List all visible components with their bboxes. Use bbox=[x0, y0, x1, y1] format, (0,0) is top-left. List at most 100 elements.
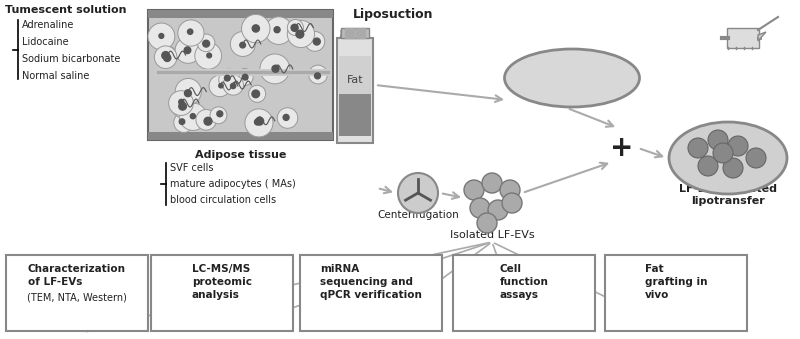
Bar bbox=[361, 28, 365, 38]
Circle shape bbox=[162, 52, 170, 59]
Circle shape bbox=[314, 73, 321, 79]
Circle shape bbox=[287, 20, 314, 47]
Circle shape bbox=[242, 14, 270, 43]
Circle shape bbox=[698, 156, 718, 176]
FancyBboxPatch shape bbox=[148, 10, 333, 140]
Circle shape bbox=[158, 46, 177, 64]
Circle shape bbox=[148, 23, 175, 50]
Circle shape bbox=[172, 95, 195, 118]
Circle shape bbox=[708, 130, 728, 150]
Circle shape bbox=[230, 32, 255, 57]
Circle shape bbox=[223, 75, 243, 95]
Circle shape bbox=[256, 117, 263, 125]
FancyBboxPatch shape bbox=[6, 255, 148, 331]
Text: Fat
grafting in
vivo: Fat grafting in vivo bbox=[645, 264, 707, 300]
Circle shape bbox=[218, 84, 223, 88]
FancyBboxPatch shape bbox=[341, 28, 369, 38]
Circle shape bbox=[314, 38, 320, 45]
FancyBboxPatch shape bbox=[727, 28, 759, 48]
Circle shape bbox=[500, 180, 520, 200]
Text: (TEM, NTA, Western): (TEM, NTA, Western) bbox=[27, 292, 127, 302]
FancyBboxPatch shape bbox=[339, 94, 371, 136]
Circle shape bbox=[196, 109, 217, 130]
Circle shape bbox=[185, 90, 191, 97]
Circle shape bbox=[198, 34, 215, 52]
Circle shape bbox=[283, 115, 289, 120]
Circle shape bbox=[178, 102, 186, 110]
Circle shape bbox=[154, 46, 177, 68]
Circle shape bbox=[230, 83, 236, 88]
Bar bbox=[350, 28, 354, 38]
FancyBboxPatch shape bbox=[453, 255, 595, 331]
Circle shape bbox=[178, 20, 204, 46]
Text: Fat for grafting: Fat for grafting bbox=[528, 72, 616, 84]
Text: Liposuction: Liposuction bbox=[353, 8, 434, 21]
Text: Cell
function
assays: Cell function assays bbox=[499, 264, 549, 300]
Bar bbox=[356, 28, 360, 38]
Ellipse shape bbox=[669, 122, 787, 194]
Ellipse shape bbox=[505, 49, 639, 107]
FancyBboxPatch shape bbox=[148, 10, 333, 18]
Circle shape bbox=[287, 19, 303, 36]
Circle shape bbox=[488, 200, 508, 220]
Circle shape bbox=[470, 198, 490, 218]
Text: LC-MS/MS
proteomic
analysis: LC-MS/MS proteomic analysis bbox=[192, 264, 252, 300]
Text: Sodium bicarbonate: Sodium bicarbonate bbox=[22, 54, 120, 64]
Circle shape bbox=[169, 91, 194, 115]
Circle shape bbox=[179, 103, 206, 131]
Circle shape bbox=[209, 75, 230, 97]
Circle shape bbox=[728, 136, 748, 156]
Text: Tumescent solution: Tumescent solution bbox=[5, 5, 126, 15]
Circle shape bbox=[195, 42, 222, 69]
Circle shape bbox=[246, 110, 267, 131]
Circle shape bbox=[179, 119, 185, 124]
Circle shape bbox=[265, 17, 293, 44]
Circle shape bbox=[174, 113, 194, 133]
FancyBboxPatch shape bbox=[300, 255, 442, 331]
FancyBboxPatch shape bbox=[605, 255, 747, 331]
Circle shape bbox=[217, 111, 222, 117]
Circle shape bbox=[723, 158, 743, 178]
Circle shape bbox=[274, 27, 280, 33]
Circle shape bbox=[278, 108, 298, 128]
Circle shape bbox=[245, 109, 273, 137]
Circle shape bbox=[175, 37, 201, 63]
Circle shape bbox=[190, 114, 195, 119]
Circle shape bbox=[178, 99, 184, 105]
Circle shape bbox=[218, 69, 240, 90]
Circle shape bbox=[502, 193, 522, 213]
Circle shape bbox=[184, 47, 190, 54]
FancyBboxPatch shape bbox=[339, 56, 371, 94]
Text: mature adipocytes ( MAs): mature adipocytes ( MAs) bbox=[170, 179, 296, 189]
Circle shape bbox=[210, 107, 227, 124]
Text: blood circulation cells: blood circulation cells bbox=[170, 195, 276, 205]
Text: Adrenaline: Adrenaline bbox=[22, 20, 74, 30]
Polygon shape bbox=[758, 32, 766, 41]
Circle shape bbox=[236, 68, 253, 85]
Circle shape bbox=[175, 78, 202, 105]
Circle shape bbox=[187, 29, 193, 34]
Circle shape bbox=[202, 40, 210, 47]
Circle shape bbox=[746, 148, 766, 168]
Circle shape bbox=[252, 90, 259, 98]
Text: Fat: Fat bbox=[346, 75, 363, 85]
Circle shape bbox=[207, 53, 211, 58]
FancyBboxPatch shape bbox=[151, 255, 293, 331]
Circle shape bbox=[482, 173, 502, 193]
Text: Normal saline: Normal saline bbox=[22, 71, 90, 81]
Circle shape bbox=[252, 25, 259, 32]
Circle shape bbox=[260, 54, 290, 84]
Text: +: + bbox=[610, 134, 634, 162]
Circle shape bbox=[464, 180, 484, 200]
Text: Characterization
of LF-EVs: Characterization of LF-EVs bbox=[28, 264, 126, 287]
Text: SVF cells: SVF cells bbox=[170, 163, 214, 173]
Circle shape bbox=[477, 213, 497, 233]
Text: Adipose tissue: Adipose tissue bbox=[195, 150, 286, 160]
Circle shape bbox=[204, 117, 212, 125]
Text: miRNA
sequencing and
qPCR verification: miRNA sequencing and qPCR verification bbox=[320, 264, 422, 300]
Circle shape bbox=[249, 85, 266, 102]
Bar bbox=[345, 28, 349, 38]
Circle shape bbox=[242, 74, 248, 80]
Circle shape bbox=[296, 30, 304, 38]
Text: LF-EVs-assisted
lipotransfer: LF-EVs-assisted lipotransfer bbox=[679, 184, 777, 206]
